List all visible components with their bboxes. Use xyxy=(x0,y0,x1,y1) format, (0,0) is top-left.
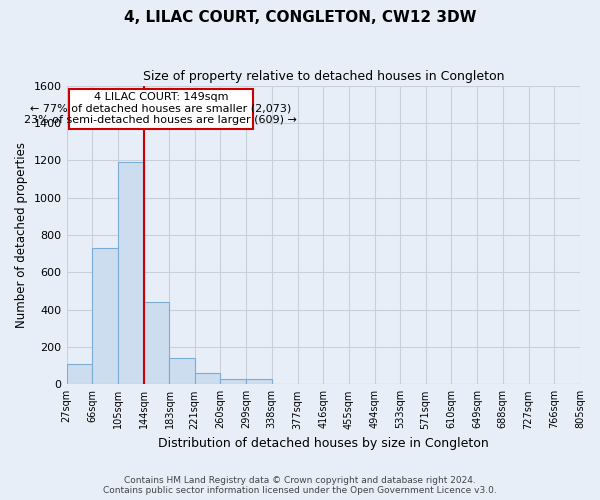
Bar xyxy=(169,358,194,384)
Bar xyxy=(118,162,144,384)
Bar xyxy=(220,379,246,384)
Bar xyxy=(246,378,272,384)
Bar xyxy=(92,248,118,384)
Y-axis label: Number of detached properties: Number of detached properties xyxy=(15,142,28,328)
Text: Contains HM Land Registry data © Crown copyright and database right 2024.
Contai: Contains HM Land Registry data © Crown c… xyxy=(103,476,497,495)
FancyBboxPatch shape xyxy=(68,90,253,128)
Text: 4 LILAC COURT: 149sqm
← 77% of detached houses are smaller (2,073)
23% of semi-d: 4 LILAC COURT: 149sqm ← 77% of detached … xyxy=(25,92,298,126)
Text: 4, LILAC COURT, CONGLETON, CW12 3DW: 4, LILAC COURT, CONGLETON, CW12 3DW xyxy=(124,10,476,25)
X-axis label: Distribution of detached houses by size in Congleton: Distribution of detached houses by size … xyxy=(158,437,488,450)
Bar xyxy=(194,374,220,384)
Title: Size of property relative to detached houses in Congleton: Size of property relative to detached ho… xyxy=(143,70,504,83)
Bar xyxy=(67,364,92,384)
Bar xyxy=(144,302,169,384)
